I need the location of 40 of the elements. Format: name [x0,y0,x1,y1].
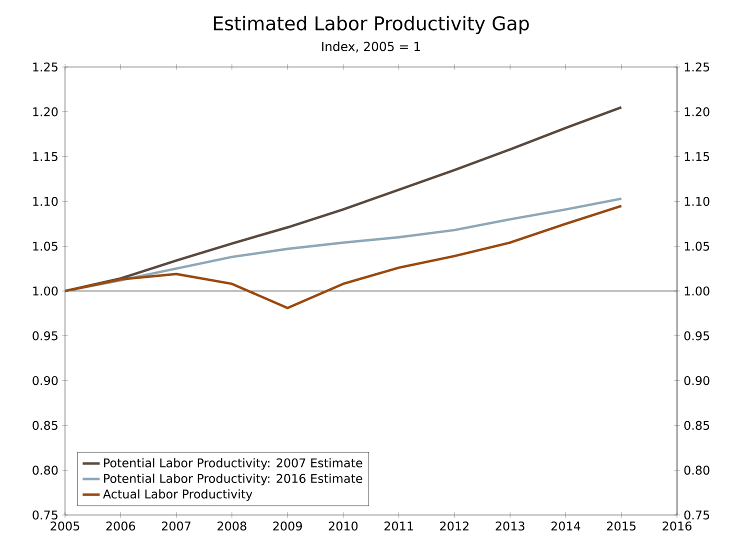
legend-label: Actual Labor Productivity [103,489,252,501]
y2-tick-label: 1.00 [33,286,58,296]
y2-tick-label: 1.05 [33,242,58,251]
x-tick-label: 2008 [218,522,246,531]
x-tick-label: 2005 [50,522,80,531]
y-tick-label: 0.75 [684,510,710,520]
x-tick-label: 2006 [106,522,136,531]
chart-title: Estimated Labor Productivity Gap [214,16,529,34]
x-tick-label: 2012 [440,522,468,531]
y-tick-label: 0.85 [684,420,710,430]
chart-subtitle: Index, 2005 = 1 [322,42,420,52]
y2-tick-label: 0.85 [32,420,58,430]
legend-label: Potential Labor Productivity: 2016 Estimate [104,474,362,486]
y2-tick-label: 0.80 [32,466,58,475]
x-tick-label: 2007 [162,522,190,531]
x-tick-label: 2014 [551,522,580,531]
x-tick-label: 2013 [496,522,524,531]
y-tick-label: 1.25 [684,62,710,72]
y-tick-label: 0.90 [684,376,710,386]
y-tick-label: 1.15 [684,152,710,162]
y-tick-label: 1.05 [684,242,710,251]
y2-tick-label: 1.10 [33,196,58,206]
y-tick-label: 1.00 [684,286,710,296]
x-tick-label: 2016 [662,522,692,531]
y2-tick-label: 0.90 [32,376,58,386]
y2-tick-label: 1.20 [33,107,58,116]
legend-label: Potential Labor Productivity: 2007 Estimate [104,458,362,470]
x-tick-label: 2015 [607,522,636,531]
x-tick-label: 2009 [273,522,302,531]
y-tick-label: 1.20 [684,107,710,116]
y-tick-label: 1.10 [684,196,710,206]
x-tick-label: 2010 [328,522,358,531]
x-tick-label: 2011 [384,522,413,531]
line-series [65,204,623,310]
y-tick-label: 0.95 [684,331,710,340]
y2-tick-label: 0.95 [32,331,58,340]
y2-tick-label: 0.75 [32,510,58,520]
y2-tick-label: 1.25 [33,62,58,72]
y2-tick-label: 1.15 [33,152,58,162]
y-tick-label: 0.80 [684,466,710,475]
